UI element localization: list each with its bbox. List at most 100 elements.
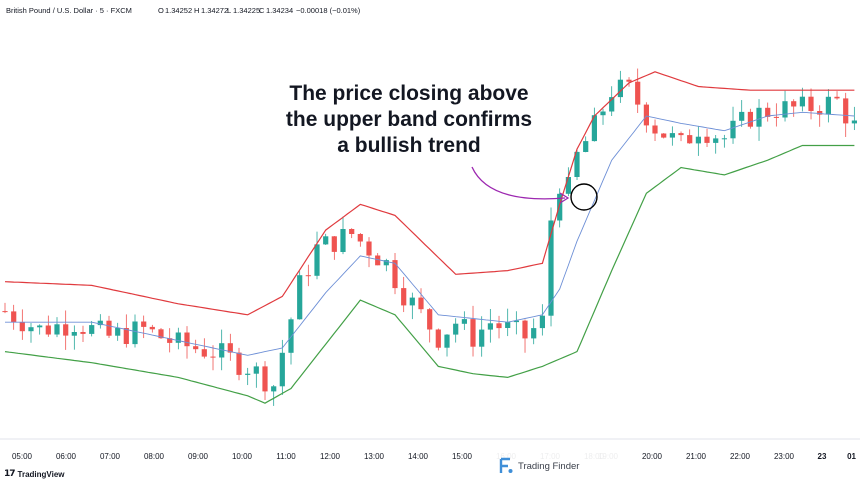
high-value: 1.34272	[201, 6, 229, 15]
candle-body	[149, 326, 155, 330]
candle-body	[539, 315, 545, 329]
candle-body	[279, 352, 285, 387]
candle-body	[661, 133, 667, 138]
candle-body	[574, 151, 580, 177]
candle-body	[227, 343, 233, 353]
symbol-label[interactable]: British Pound / U.S. Dollar · 5 · FXCM	[6, 6, 132, 15]
candle-body	[721, 138, 727, 140]
candle-body	[236, 352, 242, 375]
candle-body	[262, 366, 268, 392]
candle-body	[487, 323, 493, 330]
time-tick-label: 15:00	[452, 452, 473, 461]
candle-body	[375, 255, 381, 266]
candle-body	[695, 136, 701, 144]
time-tick-label: 23	[818, 452, 827, 461]
change-value: −0.00018 (−0.01%)	[296, 6, 361, 15]
open-label: O	[158, 6, 164, 15]
candle-body	[80, 332, 86, 334]
candle-body	[765, 107, 771, 117]
candle-body	[45, 325, 51, 335]
high-label: H	[194, 6, 200, 15]
candle-body	[184, 332, 190, 347]
candle-body	[54, 324, 60, 335]
candle-body	[357, 234, 363, 242]
candle-body	[97, 320, 103, 326]
watermark-label: Trading Finder	[518, 460, 580, 472]
candle-body	[71, 332, 77, 336]
candle-body	[297, 275, 303, 320]
candle-body	[635, 81, 641, 105]
candle-body	[175, 332, 181, 343]
candle-body	[834, 96, 840, 99]
candle-body	[141, 321, 147, 327]
candle-body	[591, 115, 597, 142]
candle-body	[470, 319, 476, 347]
candle-body	[643, 104, 649, 126]
time-tick-label: 01	[847, 452, 856, 461]
candle-body	[739, 111, 745, 121]
candle-body	[609, 97, 615, 112]
low-value: 1.34225	[233, 6, 261, 15]
candle-body	[747, 111, 753, 127]
annotation-line-1: The price closing above	[289, 82, 528, 105]
candle-body	[444, 334, 450, 348]
low-label: L	[227, 6, 232, 15]
trading-finder-watermark: Trading Finder	[492, 450, 620, 482]
time-tick-label: 11:00	[276, 452, 296, 461]
open-value: 1.34252	[165, 6, 193, 15]
candle-body	[669, 133, 675, 138]
time-tick-label: 12:00	[320, 452, 341, 461]
time-tick-label: 06:00	[56, 452, 77, 461]
candle-body	[63, 324, 69, 336]
candle-body	[331, 236, 337, 252]
candle-body	[756, 107, 762, 127]
annotation-text: The price closing above the upper band c…	[286, 82, 532, 157]
candle-body	[323, 236, 329, 245]
candle-body	[253, 366, 259, 374]
candle-body	[288, 319, 294, 353]
candle-body	[271, 386, 277, 392]
time-tick-label: 21:00	[686, 452, 707, 461]
candle-body	[513, 320, 519, 323]
candle-body	[843, 98, 849, 124]
candle-body	[11, 311, 17, 323]
candle-body	[201, 349, 207, 357]
highlight-circle	[570, 183, 598, 211]
candle-body	[158, 329, 164, 339]
time-axis-labels: 05:00 06:00 07:00 08:00 09:00 10:00 11:00 12:00…	[12, 452, 857, 461]
tradingview-logo[interactable]: 17 TradingView	[4, 467, 65, 481]
candle-body	[531, 328, 537, 339]
candle-body	[210, 356, 216, 358]
candle-body	[808, 96, 814, 111]
candle-body	[167, 338, 173, 343]
candle-body	[496, 323, 502, 329]
candle-body	[479, 329, 485, 347]
annotation-line-3: a bullish trend	[337, 134, 481, 157]
candle-body	[548, 220, 554, 316]
candle-body	[505, 322, 511, 328]
candle-body	[392, 260, 398, 289]
candle-body	[427, 309, 433, 330]
candle-body	[652, 125, 658, 134]
candle-body	[132, 321, 138, 345]
candle-body	[453, 323, 459, 335]
time-tick-label: 22:00	[730, 452, 751, 461]
candle-body	[730, 120, 736, 139]
symbol-header: British Pound / U.S. Dollar · 5 · FXCM O…	[0, 0, 860, 22]
time-tick-label: 23:00	[774, 452, 795, 461]
candle-body	[418, 297, 424, 310]
tradingview-label: TradingView	[17, 469, 65, 479]
candle-body	[817, 111, 823, 115]
annotation-arrowhead	[559, 192, 570, 204]
candle-body	[340, 229, 346, 252]
candle-body	[617, 79, 623, 98]
candle-body	[305, 275, 311, 277]
candle-body	[193, 346, 199, 350]
candle-body	[522, 320, 528, 339]
close-label: C	[259, 6, 265, 15]
candle-body	[106, 320, 112, 336]
candle-body	[89, 325, 95, 334]
lower-band-line	[4, 144, 855, 404]
time-tick-label: 07:00	[100, 452, 121, 461]
